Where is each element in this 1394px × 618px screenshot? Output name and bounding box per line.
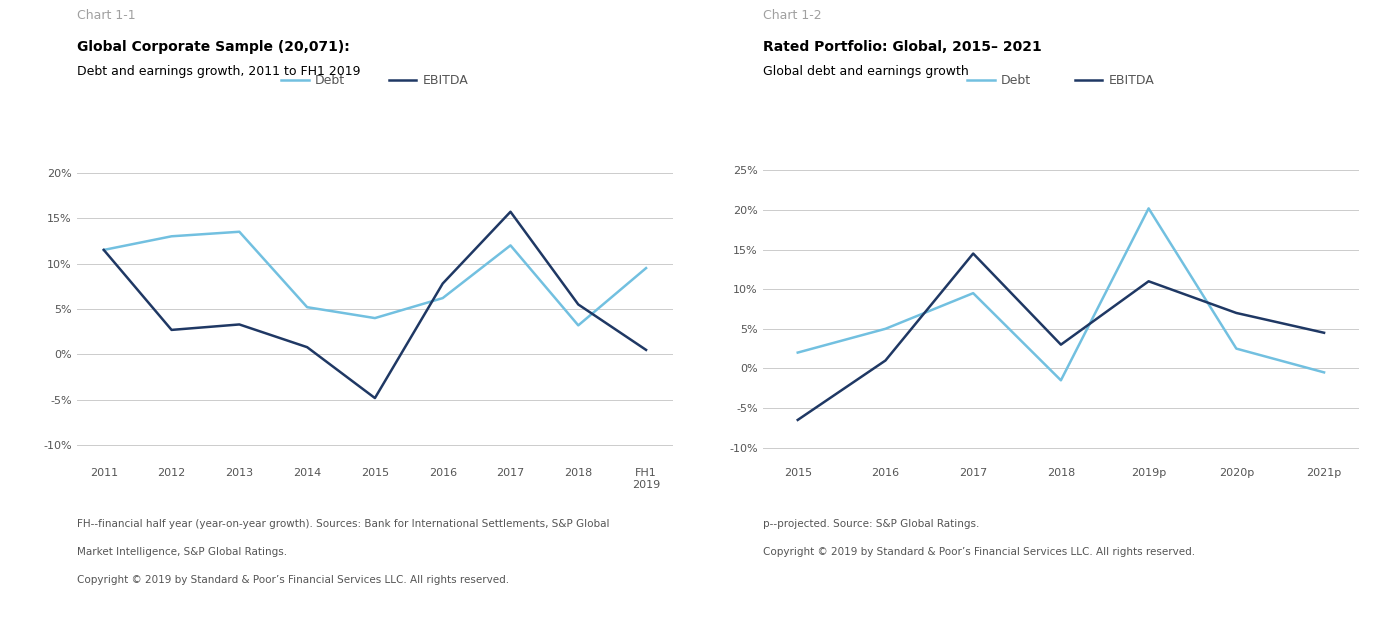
Debt	[502, 242, 519, 249]
Line: EBITDA: EBITDA	[103, 212, 645, 398]
Debt	[95, 246, 112, 253]
Debt	[435, 294, 452, 302]
Text: FH--financial half year (year-on-year growth). Sources: Bank for International S: FH--financial half year (year-on-year gr…	[77, 519, 609, 529]
Line: Debt: Debt	[103, 232, 645, 325]
Legend: Debt, EBITDA: Debt, EBITDA	[282, 74, 468, 87]
Text: Copyright © 2019 by Standard & Poor’s Financial Services LLC. All rights reserve: Copyright © 2019 by Standard & Poor’s Fi…	[77, 575, 509, 585]
Debt	[1316, 369, 1333, 376]
EBITDA	[298, 344, 315, 351]
Debt	[877, 325, 894, 332]
EBITDA	[637, 346, 654, 353]
Text: Rated Portfolio: Global, 2015– 2021: Rated Portfolio: Global, 2015– 2021	[763, 40, 1041, 54]
Debt	[231, 228, 248, 235]
Text: Chart 1-2: Chart 1-2	[763, 9, 821, 22]
EBITDA	[1140, 277, 1157, 285]
EBITDA	[877, 357, 894, 364]
Line: Debt: Debt	[797, 208, 1324, 380]
Text: Copyright © 2019 by Standard & Poor’s Financial Services LLC. All rights reserve: Copyright © 2019 by Standard & Poor’s Fi…	[763, 547, 1195, 557]
Debt	[570, 321, 587, 329]
Debt	[163, 232, 180, 240]
EBITDA	[1228, 309, 1245, 316]
Debt	[298, 303, 315, 311]
Debt	[1140, 205, 1157, 212]
Legend: Debt, EBITDA: Debt, EBITDA	[967, 74, 1154, 87]
EBITDA	[435, 280, 452, 287]
EBITDA	[95, 246, 112, 253]
EBITDA	[163, 326, 180, 334]
Debt	[1228, 345, 1245, 352]
EBITDA	[1316, 329, 1333, 336]
Text: Global Corporate Sample (20,071):: Global Corporate Sample (20,071):	[77, 40, 350, 54]
EBITDA	[1052, 341, 1069, 349]
EBITDA	[570, 301, 587, 308]
Text: p--projected. Source: S&P Global Ratings.: p--projected. Source: S&P Global Ratings…	[763, 519, 979, 529]
Debt	[965, 289, 981, 297]
EBITDA	[502, 208, 519, 216]
Text: Chart 1-1: Chart 1-1	[77, 9, 135, 22]
EBITDA	[965, 250, 981, 257]
Debt	[367, 315, 383, 322]
Debt	[1052, 376, 1069, 384]
EBITDA	[231, 321, 248, 328]
Debt	[789, 349, 806, 357]
Text: Debt and earnings growth, 2011 to FH1 2019: Debt and earnings growth, 2011 to FH1 20…	[77, 65, 360, 78]
Line: EBITDA: EBITDA	[797, 253, 1324, 420]
Text: Market Intelligence, S&P Global Ratings.: Market Intelligence, S&P Global Ratings.	[77, 547, 287, 557]
Text: Global debt and earnings growth: Global debt and earnings growth	[763, 65, 969, 78]
EBITDA	[367, 394, 383, 402]
Debt	[637, 265, 654, 272]
EBITDA	[789, 416, 806, 423]
